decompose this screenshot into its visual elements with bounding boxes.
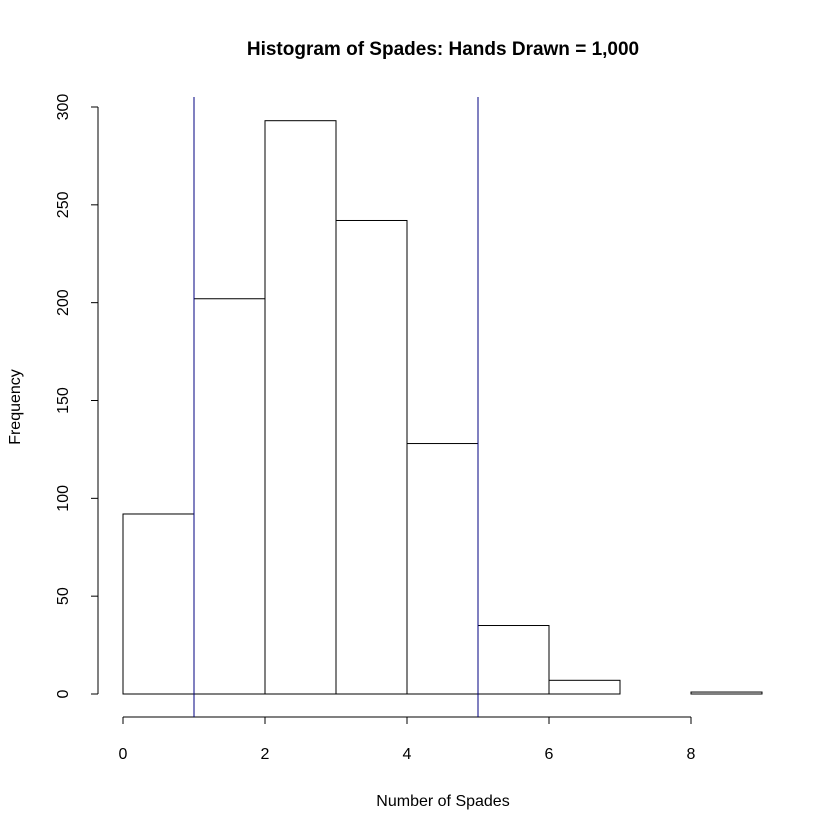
y-tick-label: 250 bbox=[55, 191, 72, 218]
y-tick-label: 100 bbox=[55, 485, 72, 512]
x-tick-label: 6 bbox=[545, 746, 554, 763]
x-axis-label: Number of Spades bbox=[376, 793, 509, 810]
chart-title: Histogram of Spades: Hands Drawn = 1,000 bbox=[247, 39, 639, 60]
bar bbox=[690, 691, 763, 695]
bar bbox=[406, 443, 479, 695]
bar bbox=[548, 679, 621, 695]
y-tick-label: 300 bbox=[55, 94, 72, 121]
bar bbox=[264, 120, 337, 695]
x-tick-label: 2 bbox=[261, 746, 270, 763]
y-tick-label: 200 bbox=[55, 289, 72, 316]
x-tick-label: 4 bbox=[403, 746, 412, 763]
x-tick-label: 8 bbox=[687, 746, 696, 763]
y-tick-label: 50 bbox=[55, 587, 72, 605]
bar bbox=[193, 298, 266, 695]
y-tick-label: 150 bbox=[55, 387, 72, 414]
bar bbox=[477, 625, 550, 695]
y-tick-label: 0 bbox=[55, 689, 72, 698]
bar bbox=[122, 513, 195, 695]
bar bbox=[335, 219, 408, 695]
x-tick-label: 0 bbox=[119, 746, 128, 763]
y-axis-label: Frequency bbox=[7, 369, 24, 445]
